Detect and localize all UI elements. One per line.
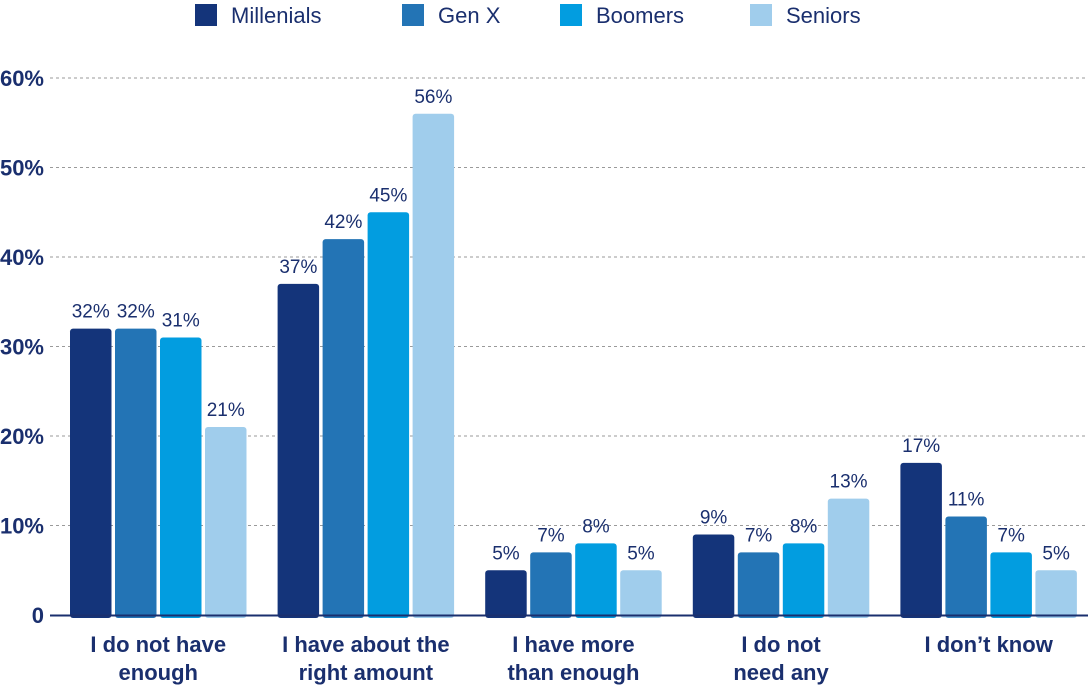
legend-swatch: [402, 4, 424, 26]
bar: [692, 534, 735, 618]
data-label: 11%: [948, 490, 985, 511]
data-label: 21%: [207, 400, 245, 421]
bar: [367, 212, 410, 618]
data-label: 45%: [369, 185, 407, 206]
data-label: 37%: [279, 257, 317, 278]
y-tick-label: 50%: [0, 156, 44, 181]
bar: [737, 552, 780, 618]
bar: [900, 462, 942, 618]
y-tick-label: 10%: [0, 514, 44, 539]
bar: [782, 543, 825, 618]
bar: [575, 543, 617, 618]
data-label: 56%: [414, 87, 452, 108]
bar: [945, 516, 987, 618]
y-tick-label: 60%: [0, 66, 44, 91]
legend-swatch: [560, 4, 582, 26]
category-label: need any: [733, 660, 829, 685]
y-tick-label: 40%: [0, 245, 44, 270]
legend-label: Boomers: [596, 3, 684, 28]
data-label: 13%: [830, 472, 868, 493]
y-tick-label: 20%: [0, 424, 44, 449]
bars: [70, 113, 1077, 619]
data-label: 8%: [790, 516, 818, 537]
bar: [160, 337, 202, 618]
bar: [485, 570, 527, 618]
legend-swatch: [750, 4, 772, 26]
legend-label: Gen X: [438, 3, 501, 28]
legend: Millenials Gen X Boomers Seniors: [195, 3, 861, 28]
category-label: enough: [119, 660, 198, 685]
category-label: right amount: [299, 660, 434, 685]
bar: [70, 328, 112, 618]
bar: [827, 498, 870, 618]
category-label: I don’t know: [924, 632, 1053, 657]
data-label: 5%: [1042, 543, 1070, 564]
category-label: I have more: [512, 632, 634, 657]
data-label: 7%: [745, 525, 773, 546]
data-label: 8%: [582, 516, 610, 537]
category-label: I have about the: [282, 632, 449, 657]
bar: [530, 552, 572, 618]
y-tick-label: 30%: [0, 335, 44, 360]
category-labels: I do not have enough I have about the right…: [90, 632, 1053, 685]
bar: [412, 113, 455, 619]
data-label: 32%: [117, 302, 155, 323]
legend-label: Seniors: [786, 3, 861, 28]
data-label: 5%: [627, 543, 655, 564]
data-label: 42%: [324, 212, 362, 233]
category-label: I do not: [741, 632, 821, 657]
y-axis-ticks: 0 10% 20% 30% 40% 50% 60%: [0, 66, 44, 628]
bar: [205, 427, 247, 618]
data-label: 7%: [537, 525, 565, 546]
data-label: 32%: [72, 302, 110, 323]
category-label: than enough: [507, 660, 639, 685]
bar: [1035, 570, 1077, 618]
bar: [990, 552, 1032, 618]
data-label: 9%: [700, 507, 728, 528]
bar: [277, 283, 320, 618]
bar: [115, 328, 157, 618]
legend-label: Millenials: [231, 3, 321, 28]
data-label: 7%: [997, 525, 1025, 546]
y-tick-label: 0: [32, 603, 44, 628]
data-labels: 32% 32% 31% 21% 37% 42% 45% 56% 5% 7% 8% 5% 9% 7% 8% 13…: [72, 87, 1070, 564]
bar: [322, 239, 365, 618]
bar: [620, 570, 662, 618]
legend-swatch: [195, 4, 217, 26]
data-label: 31%: [162, 311, 200, 332]
category-label: I do not have: [90, 632, 226, 657]
data-label: 5%: [492, 543, 520, 564]
data-label: 17%: [902, 436, 940, 457]
